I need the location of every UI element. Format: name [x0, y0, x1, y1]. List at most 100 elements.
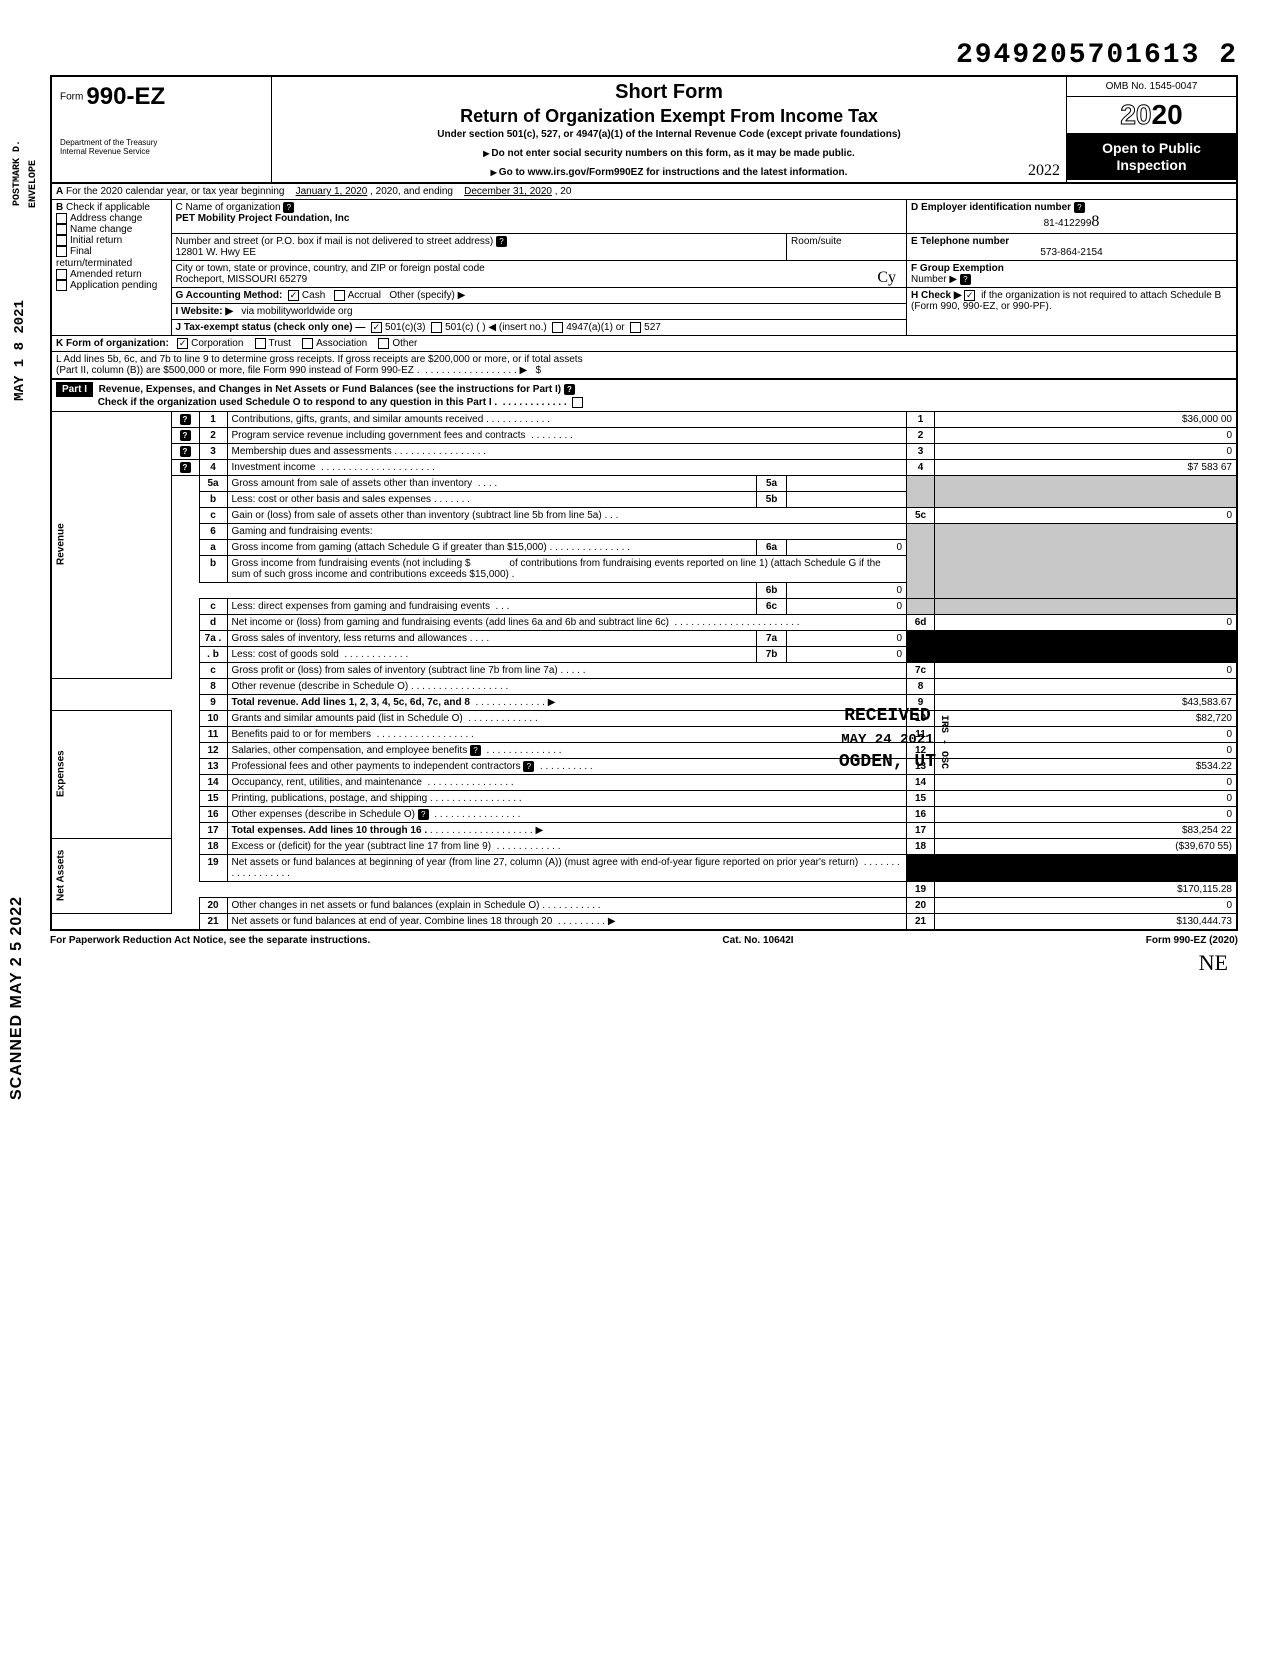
open-public-badge: Open to Public Inspection	[1067, 134, 1236, 180]
form-title: Return of Organization Exempt From Incom…	[280, 106, 1058, 127]
line-3-amt: 0	[935, 443, 1237, 459]
cb-assoc[interactable]	[302, 338, 313, 349]
label-g: G Accounting Method:	[176, 290, 283, 301]
line-16-amt: 0	[935, 806, 1237, 822]
line-5b-boxval	[787, 491, 907, 507]
line-10-no: 10	[199, 710, 227, 726]
line-11-no: 11	[199, 726, 227, 742]
org-name: PET Mobility Project Foundation, Inc	[176, 213, 350, 224]
label-a: A	[56, 186, 63, 197]
help-icon[interactable]: ?	[180, 446, 191, 457]
part1-label: Part I	[56, 382, 93, 397]
opt-4947: 4947(a)(1) or	[566, 322, 624, 333]
cb-final-return[interactable]	[56, 246, 67, 257]
dept-irs: Internal Revenue Service	[60, 148, 263, 157]
line-7c-text: Gross profit or (loss) from sales of inv…	[232, 665, 558, 676]
omb-number: OMB No. 1545-0047	[1067, 77, 1236, 97]
line-6d-text: Net income or (loss) from gaming and fun…	[232, 617, 669, 628]
line-10-text: Grants and similar amounts paid (list in…	[232, 713, 463, 724]
opt-initial-return: Initial return	[70, 235, 122, 246]
cb-501c[interactable]	[431, 322, 442, 333]
label-c-addr: Number and street (or P.O. box if mail i…	[176, 236, 494, 247]
line-17-text: Total expenses. Add lines 10 through 16 …	[232, 825, 428, 836]
line-5a-box: 5a	[757, 475, 787, 491]
line-7a-no: 7a .	[199, 630, 227, 646]
footer-catno: Cat. No. 10642I	[722, 935, 793, 946]
cb-name-change[interactable]	[56, 224, 67, 235]
received-line2: MAY 24 2021	[841, 732, 933, 748]
form-table: A For the 2020 calendar year, or tax yea…	[50, 182, 1238, 931]
line-5c-rn: 5c	[907, 507, 935, 523]
received-line3: OGDEN, UT	[839, 752, 936, 772]
cb-501c3[interactable]	[371, 322, 382, 333]
line-3-no: 3	[199, 443, 227, 459]
line-6a-boxval: 0	[787, 539, 907, 555]
line-4-no: 4	[199, 459, 227, 475]
postmark-stamp: POSTMARK D.	[12, 140, 23, 206]
line-20-text: Other changes in net assets or fund bala…	[232, 900, 546, 911]
line-6b-no: b	[199, 555, 227, 582]
line-17-no: 17	[199, 822, 227, 838]
opt-cash: Cash	[302, 290, 325, 301]
help-icon[interactable]: ?	[283, 202, 294, 213]
cb-no-schedule-b[interactable]	[964, 290, 975, 301]
help-icon[interactable]: ?	[470, 745, 481, 756]
help-icon[interactable]: ?	[960, 274, 971, 285]
label-f: F Group Exemption	[911, 263, 1004, 274]
opt-501c: 501(c) ( ) ◀ (insert no.)	[445, 322, 547, 333]
line-7b-boxval: 0	[787, 646, 907, 662]
line-2-no: 2	[199, 427, 227, 443]
line-13-no: 13	[199, 758, 227, 774]
line-1-text: Contributions, gifts, grants, and simila…	[232, 414, 489, 425]
line-8-amt	[935, 678, 1237, 694]
cb-4947[interactable]	[552, 322, 563, 333]
cb-amended[interactable]	[56, 269, 67, 280]
line-17-amt: $83,254 22	[935, 822, 1237, 838]
line-7b-box: 7b	[757, 646, 787, 662]
line-20-no: 20	[199, 897, 227, 913]
line-1-no: 1	[199, 411, 227, 427]
help-icon[interactable]: ?	[1074, 202, 1085, 213]
cb-trust[interactable]	[255, 338, 266, 349]
line-2-rn: 2	[907, 427, 935, 443]
line-7a-boxval: 0	[787, 630, 907, 646]
cb-app-pending[interactable]	[56, 280, 67, 291]
help-icon[interactable]: ?	[418, 809, 429, 820]
help-icon[interactable]: ?	[180, 414, 191, 425]
cb-accrual[interactable]	[334, 290, 345, 301]
line-12-amt: 0	[935, 742, 1237, 758]
label-b: B	[56, 202, 63, 213]
line-5a-boxval	[787, 475, 907, 491]
cb-527[interactable]	[630, 322, 641, 333]
line-2-amt: 0	[935, 427, 1237, 443]
cb-initial-return[interactable]	[56, 235, 67, 246]
scanned-stamp: SCANNED MAY 2 5 2022	[8, 896, 26, 1100]
line-19-no: 19	[199, 854, 227, 881]
cb-address-change[interactable]	[56, 213, 67, 224]
line-16-rn: 16	[907, 806, 935, 822]
line-5b-box: 5b	[757, 491, 787, 507]
date-stamp: MAY 1 8 2021	[12, 300, 28, 401]
help-icon[interactable]: ?	[496, 236, 507, 247]
phone-value: 573-864-2154	[911, 247, 1232, 258]
cb-cash[interactable]	[288, 290, 299, 301]
help-icon[interactable]: ?	[180, 430, 191, 441]
help-icon[interactable]: ?	[564, 384, 575, 395]
help-icon[interactable]: ?	[180, 462, 191, 473]
line-6a-text: Gross income from gaming (attach Schedul…	[232, 542, 553, 553]
line-13-text: Professional fees and other payments to …	[232, 761, 521, 772]
help-icon[interactable]: ?	[523, 761, 534, 772]
line-15-rn: 15	[907, 790, 935, 806]
line-10-amt: $82,720	[935, 710, 1237, 726]
label-k: K Form of organization:	[56, 338, 169, 349]
cb-other-org[interactable]	[378, 338, 389, 349]
cb-corp[interactable]	[177, 338, 188, 349]
label-c-city: City or town, state or province, country…	[176, 263, 485, 274]
handwritten-2022: 2022	[1028, 162, 1060, 180]
website-value: via mobilityworldwide org	[241, 306, 352, 317]
line-6d-no: d	[199, 614, 227, 630]
line-7a-text: Gross sales of inventory, less returns a…	[232, 633, 467, 644]
line-18-amt: ($39,670 55)	[935, 838, 1237, 854]
cb-schedule-o[interactable]	[572, 397, 583, 408]
line-14-rn: 14	[907, 774, 935, 790]
